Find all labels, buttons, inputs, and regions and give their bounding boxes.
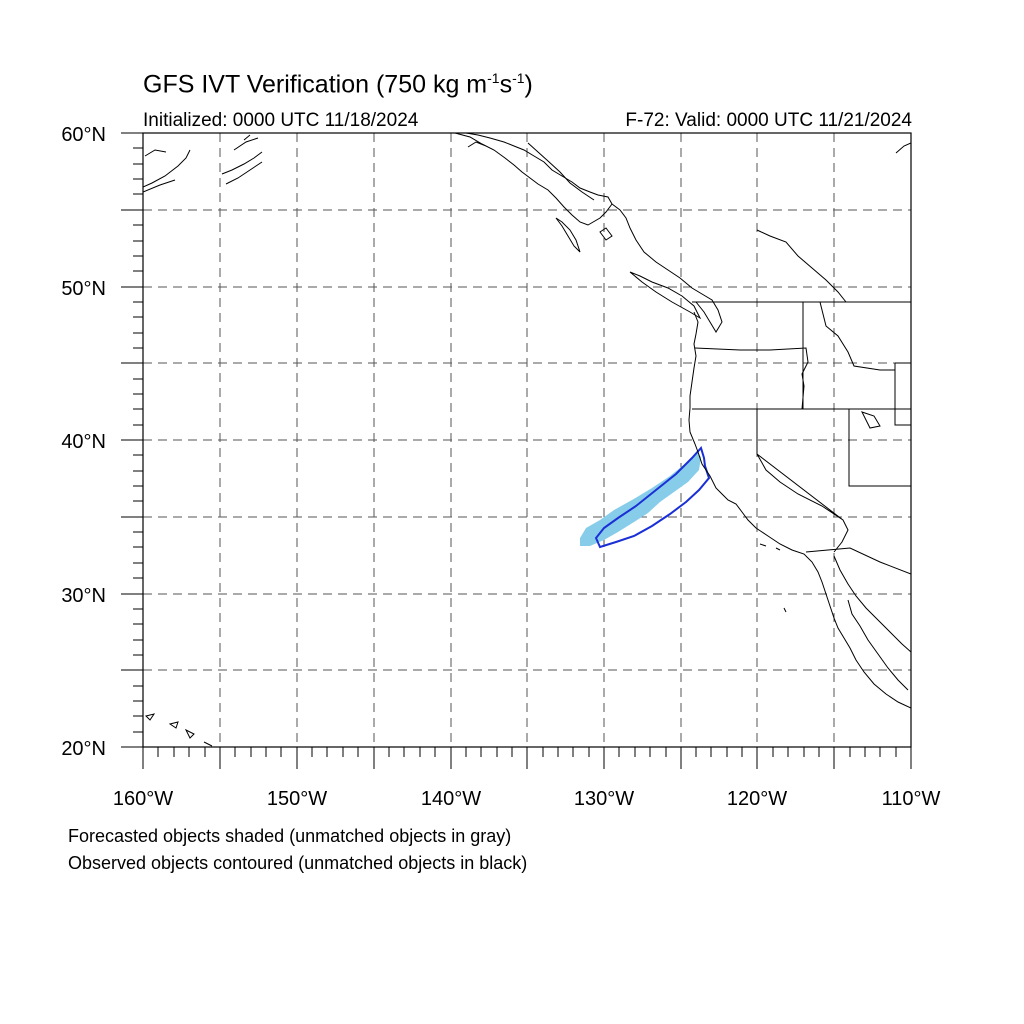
lat-label-60: 60°N — [61, 124, 106, 146]
lat-label-20: 20°N — [61, 738, 106, 760]
observed-object-contour — [594, 446, 711, 549]
lon-label-130w: 130°W — [574, 788, 634, 810]
valid-time-label: F-72: Valid: 0000 UTC 11/21/2024 — [625, 110, 912, 131]
map-title: GFS IVT Verification (750 kg m-1s-1) — [143, 70, 533, 99]
lon-label-160w: 160°W — [113, 788, 173, 810]
lat-label-50: 50°N — [61, 278, 106, 300]
lon-label-140w: 140°W — [421, 788, 481, 810]
initialized-label: Initialized: 0000 UTC 11/18/2024 — [143, 110, 419, 131]
coastlines — [143, 133, 911, 747]
observed-legend-note: Observed objects contoured (unmatched ob… — [68, 853, 528, 873]
lon-ticks — [142, 747, 912, 769]
forecast-legend-note: Forecasted objects shaded (unmatched obj… — [68, 826, 512, 846]
lon-label-120w: 120°W — [727, 788, 787, 810]
lat-ticks — [121, 132, 143, 748]
lon-label-110w: 110°W — [882, 788, 941, 810]
lat-label-30: 30°N — [61, 585, 106, 607]
lat-label-40: 40°N — [61, 431, 106, 453]
gridlines — [143, 133, 911, 747]
lon-label-150w: 150°W — [267, 788, 327, 810]
